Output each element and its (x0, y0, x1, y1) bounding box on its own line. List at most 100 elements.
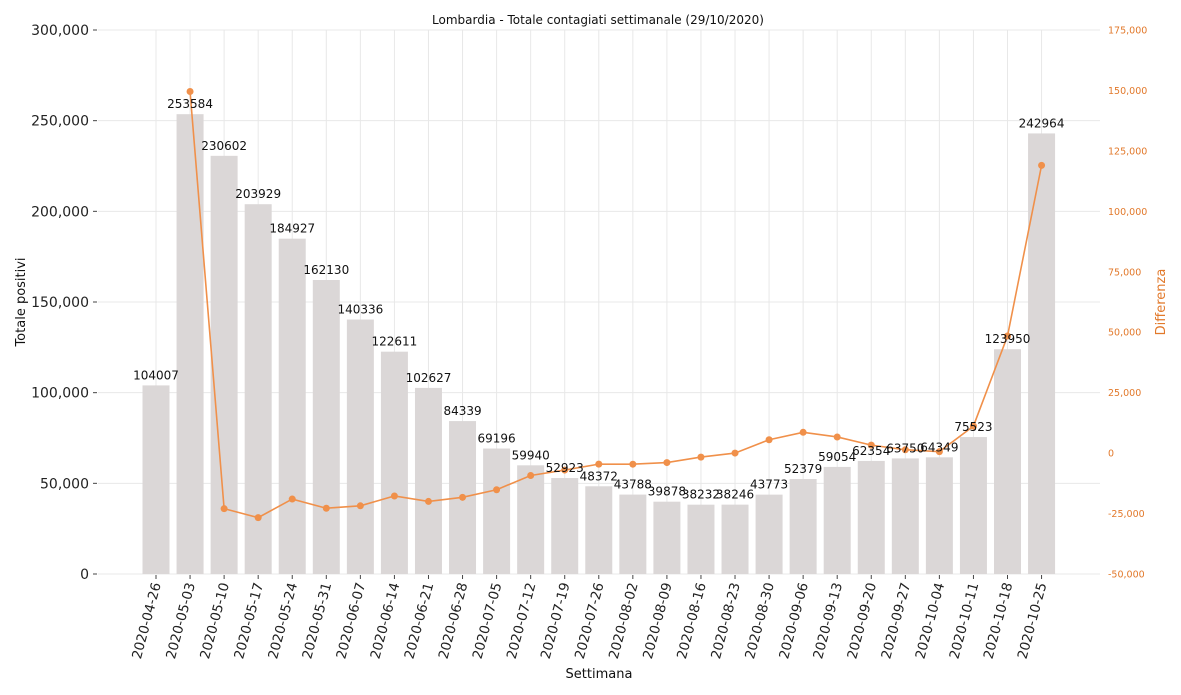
bar (551, 478, 579, 574)
y2-tick-label: -25,000 (1108, 509, 1145, 520)
bar (721, 504, 749, 574)
difference-point (424, 497, 432, 505)
x-axis-title: Settimana (566, 667, 633, 682)
bar-value-label: 102627 (406, 371, 452, 385)
bar-series (142, 114, 1056, 575)
y2-tick-label: 0 (1108, 449, 1114, 460)
difference-point (731, 449, 739, 457)
y2-tick-label: 125,000 (1108, 146, 1147, 157)
bar-value-label: 38232 (682, 488, 720, 502)
bar-value-label: 203929 (235, 187, 281, 201)
bar-value-label: 59940 (512, 448, 550, 462)
difference-point (867, 441, 875, 449)
difference-point (390, 492, 398, 500)
left-y-axis-title: Totale positivi (14, 257, 29, 347)
y-tick-label: 300,000 (31, 23, 89, 39)
bar (278, 238, 306, 574)
bar-value-label: 52923 (546, 461, 584, 475)
x-tick-label: 2020-05-31 (299, 581, 335, 661)
bar (585, 486, 613, 574)
difference-point (1038, 161, 1046, 169)
y2-tick-label: 100,000 (1108, 207, 1147, 218)
x-tick-label: 2020-08-23 (708, 581, 744, 661)
x-tick-label: 2020-05-17 (231, 581, 267, 661)
bar-value-label: 75523 (954, 420, 992, 434)
x-tick-label: 2020-05-10 (197, 581, 233, 661)
difference-point (561, 466, 569, 474)
x-axis: 2020-04-262020-05-032020-05-102020-05-17… (129, 575, 1050, 661)
difference-line (189, 91, 1043, 519)
bar-value-label: 230602 (201, 139, 247, 153)
bar (483, 448, 511, 574)
right-y-axis: -50,000 -25,000 0 25,000 50,000 75,000 100,000… (1108, 26, 1147, 581)
x-tick-label: 2020-08-16 (674, 581, 710, 661)
bar (142, 385, 170, 574)
bar-value-label: 63750 (886, 441, 924, 455)
y2-tick-label: 175,000 (1108, 26, 1147, 37)
y-tick-label: 100,000 (31, 386, 89, 402)
right-y-axis-title: Differenza (1154, 269, 1169, 336)
y2-tick-label: -50,000 (1108, 570, 1145, 581)
difference-point (935, 448, 943, 456)
difference-point (663, 459, 671, 467)
bar-value-label: 48372 (580, 469, 618, 483)
bar-value-label: 59054 (818, 450, 856, 464)
x-tick-label: 2020-08-02 (606, 581, 642, 661)
bar (925, 457, 953, 574)
difference-point (493, 486, 501, 494)
bar (414, 387, 442, 574)
x-tick-label: 2020-09-20 (844, 581, 880, 661)
difference-point (322, 504, 330, 512)
x-tick-label: 2020-06-28 (436, 581, 472, 661)
bar (959, 437, 987, 574)
x-tick-label: 2020-07-19 (538, 581, 574, 661)
bar-value-label: 84339 (443, 404, 481, 418)
bar-value-label: 184927 (269, 222, 315, 236)
bar (823, 466, 851, 574)
bar-value-label: 62354 (852, 444, 890, 458)
difference-point (186, 87, 194, 95)
difference-point (356, 502, 364, 510)
bar (789, 479, 817, 574)
difference-point (697, 453, 705, 461)
left-y-axis: 0 50,000 100,000 150,000 200,000 250,000 300,0… (31, 23, 97, 583)
bar (517, 465, 545, 574)
bar (176, 114, 204, 575)
y-tick-label: 250,000 (31, 114, 89, 130)
bar (312, 280, 340, 574)
bar-value-label: 64349 (920, 440, 958, 454)
bar-value-label: 69196 (478, 432, 516, 446)
bar-value-label: 123950 (985, 332, 1031, 346)
x-tick-label: 2020-04-26 (129, 581, 165, 661)
bar-value-labels: 104007 253584 230602 203929 184927 162130 1403… (133, 97, 1064, 502)
x-tick-label: 2020-10-25 (1015, 581, 1051, 661)
difference-point (527, 471, 535, 479)
difference-point (969, 422, 977, 430)
y2-tick-label: 50,000 (1108, 328, 1141, 339)
x-tick-label: 2020-05-24 (265, 581, 301, 661)
bar-value-label: 253584 (167, 97, 213, 111)
difference-point (629, 460, 637, 468)
difference-point (288, 495, 296, 503)
difference-point (833, 433, 841, 441)
bar-value-label: 38246 (716, 488, 754, 502)
y2-tick-label: 25,000 (1108, 388, 1141, 399)
x-tick-label: 2020-05-03 (163, 581, 199, 661)
bar (619, 494, 647, 574)
x-tick-label: 2020-09-13 (810, 581, 846, 661)
bar-value-label: 242964 (1019, 116, 1065, 130)
bar-value-label: 43788 (614, 478, 652, 492)
difference-point (1004, 332, 1011, 340)
bar-value-label: 43773 (750, 478, 788, 492)
x-tick-label: 2020-07-12 (504, 581, 540, 661)
y-tick-label: 50,000 (40, 476, 89, 492)
difference-point (220, 505, 228, 513)
bar-value-label: 162130 (303, 263, 349, 277)
chart-title: Lombardia - Totale contagiati settimanal… (432, 13, 764, 27)
bar (1028, 133, 1056, 574)
y2-tick-label: 150,000 (1108, 86, 1147, 97)
x-tick-label: 2020-06-07 (333, 581, 369, 661)
difference-point (799, 428, 807, 436)
bar-value-label: 140336 (337, 303, 383, 317)
